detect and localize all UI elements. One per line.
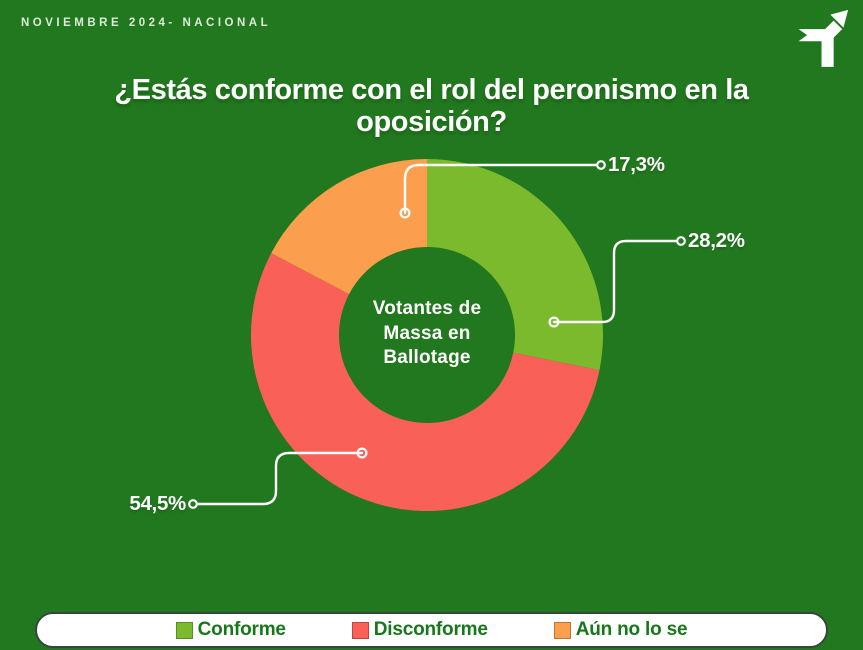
donut-slice-aún-no-lo-se <box>271 159 427 295</box>
logo-arrowhead <box>830 9 849 28</box>
slice-value-conforme: 28,2% <box>688 229 745 252</box>
leader-dot-label-disconforme <box>188 499 198 509</box>
legend-label-aun-no-lo-se: Aún no lo se <box>575 619 688 640</box>
legend-swatch-conforme <box>175 621 193 639</box>
legend-swatch-aun-no-lo-se <box>553 621 571 639</box>
legend-label-conforme: Conforme <box>197 619 286 640</box>
donut-center-label: Votantes de Massa en Ballotage <box>372 297 482 369</box>
leader-dot-slice-aun-no-lo-se <box>399 207 411 219</box>
leader-dot-label-conforme <box>676 236 686 246</box>
logo-notch <box>794 25 808 45</box>
leader-line-conforme <box>552 239 678 324</box>
leader-line-aun-no-lo-se <box>403 163 598 215</box>
donut-slice-conforme <box>427 159 603 371</box>
legend-item-aun-no-lo-se: Aún no lo se <box>553 619 688 641</box>
leader-line-disconforme <box>196 451 364 506</box>
leader-dot-slice-disconforme <box>356 447 368 459</box>
donut-slices <box>250 159 603 512</box>
legend-label-disconforme: Disconforme <box>373 619 488 640</box>
arrow-t-logo-icon <box>794 9 849 67</box>
leader-dot-slice-conforme <box>548 316 560 328</box>
legend-item-disconforme: Disconforme <box>351 619 488 641</box>
page-title: ¿Estás conforme con el rol del peronismo… <box>114 74 749 139</box>
logo-stem <box>821 37 834 67</box>
donut-slice-disconforme <box>250 253 600 512</box>
slice-value-aun-no-lo-se: 17,3% <box>608 153 665 176</box>
legend-item-conforme: Conforme <box>175 619 286 641</box>
slice-value-disconforme: 54,5% <box>129 492 186 515</box>
legend-swatch-disconforme <box>351 621 369 639</box>
leader-dot-label-aun-no-lo-se <box>596 160 606 170</box>
chart-legend: Conforme Disconforme Aún no lo se <box>35 612 828 648</box>
kicker-text: NOVIEMBRE 2024- NACIONAL <box>21 17 272 29</box>
